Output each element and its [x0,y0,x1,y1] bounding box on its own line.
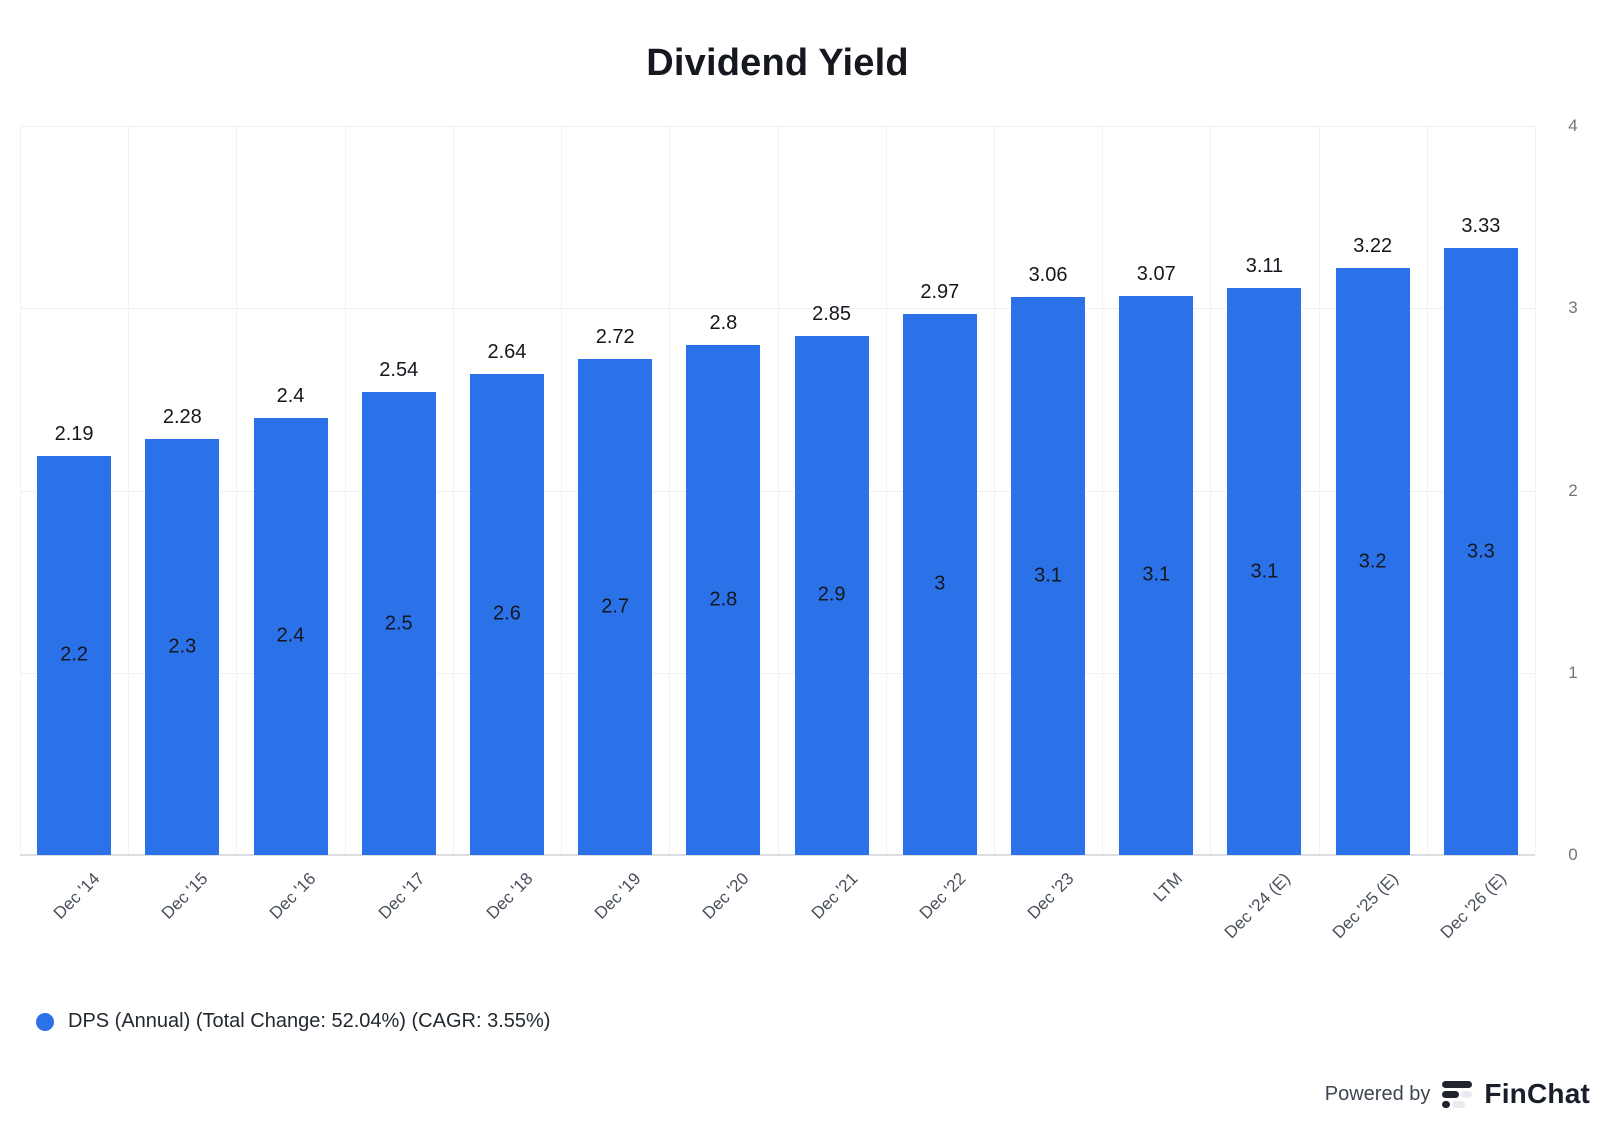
bar-inner-label: 2.2 [60,643,88,666]
y-axis-label: 1 [1568,662,1578,682]
bar-value-label: 3.22 [1353,235,1393,258]
bar-value-label: 2.85 [812,302,852,325]
x-axis-label: Dec '15 [157,869,212,923]
bar-value-label: 2.28 [162,406,202,429]
x-axis-label: Dec '16 [266,869,320,923]
bar-inner-label: 2.9 [817,583,846,606]
legend-series-dot-icon [36,1012,54,1031]
x-axis-label: Dec '26 (E) [1437,869,1511,943]
y-axis-label: 3 [1568,298,1578,318]
chart-bar[interactable]: 2.8 [686,344,761,855]
bar-inner-label: 3.1 [1142,563,1171,586]
bar-inner-label: 2.8 [709,588,738,611]
bar-value-label: 2.8 [709,311,738,334]
chart-bar[interactable]: 2.2 [37,455,112,855]
x-axis-label: Dec '25 (E) [1328,869,1403,943]
bar-value-label: 2.19 [54,422,94,445]
x-axis-label: Dec '20 [699,869,753,923]
chart-bar[interactable]: 2.6 [469,373,544,855]
plot-area: 2.2 2.19 2.3 2.28 2.4 2.4 2.5 2.54 2.6 2.64 2.7 2.7… [20,126,1536,855]
finchat-logo-icon [1442,1079,1473,1109]
chart-bar[interactable]: 3.1 [1011,297,1086,855]
bar-value-label: 3.07 [1136,262,1176,285]
bar-value-label: 3.33 [1461,215,1501,238]
x-axis-label: Dec '18 [482,869,537,923]
chart-bar[interactable]: 3.1 [1227,288,1302,855]
chart-bar[interactable]: 3.3 [1443,248,1518,855]
x-axis-label: Dec '23 [1023,869,1078,923]
bar-value-label: 3.11 [1245,255,1284,278]
horizontal-gridline [20,126,1535,127]
x-axis-label: Dec '19 [590,869,645,923]
finchat-brand-name: FinChat [1484,1078,1590,1109]
bar-inner-label: 2.7 [601,595,630,618]
x-axis-label: Dec '24 (E) [1220,869,1294,943]
y-axis-label: 4 [1568,116,1578,135]
chart-bar[interactable]: 2.7 [578,359,653,855]
x-axis-label: Dec '17 [374,869,429,923]
chart-bar[interactable]: 2.5 [361,392,436,855]
chart-bar[interactable]: 3.2 [1335,268,1410,855]
bar-inner-label: 3 [934,572,946,595]
chart-bar[interactable]: 3.1 [1119,295,1194,855]
bar-value-label: 2.54 [379,359,419,382]
powered-by-label: Powered by [1324,1082,1431,1105]
chart-bar[interactable]: 2.4 [253,417,328,855]
chart-bar[interactable]: 2.3 [145,439,220,855]
bar-value-label: 2.97 [920,280,960,303]
finchat-attribution[interactable]: Powered by FinChat [1325,1074,1590,1114]
chart-bar[interactable]: 3 [902,313,977,855]
x-axis-label: Dec '21 [807,869,862,923]
vertical-gridline [1535,126,1536,855]
bar-value-label: 3.06 [1028,264,1068,287]
x-axis: Dec '14 Dec '15 Dec '16 Dec '17 Dec '18 Dec '… [20,855,1535,975]
x-axis-label: Dec '22 [915,869,970,923]
legend-series-label[interactable]: DPS (Annual) (Total Change: 52.04%) (CAG… [68,1010,551,1032]
horizontal-gridline [20,308,1535,310]
y-axis-label: 2 [1568,480,1578,500]
chart-title: Dividend Yield [646,42,909,84]
horizontal-gridline [20,672,1535,674]
bar-inner-label: 3.3 [1466,540,1495,563]
bar-inner-label: 2.3 [168,635,197,658]
x-axis-label: Dec '14 [49,869,104,923]
bar-inner-label: 3.1 [1250,560,1279,583]
x-axis-baseline [20,854,1535,856]
bar-inner-label: 3.2 [1358,550,1387,573]
bar-inner-label: 3.1 [1034,564,1062,587]
bar-inner-label: 2.6 [493,602,521,625]
bar-inner-label: 2.4 [276,624,305,647]
x-axis-label: LTM [1149,869,1186,906]
bar-value-label: 2.72 [595,326,635,349]
bar-inner-label: 2.5 [384,612,413,635]
y-axis-label: 0 [1568,845,1578,864]
bar-value-label: 2.4 [276,384,305,407]
horizontal-gridline [20,490,1535,492]
legend: DPS (Annual) (Total Change: 52.04%) (CAG… [36,1010,550,1033]
bar-value-label: 2.64 [487,340,527,363]
chart-bar[interactable]: 2.9 [794,335,869,855]
